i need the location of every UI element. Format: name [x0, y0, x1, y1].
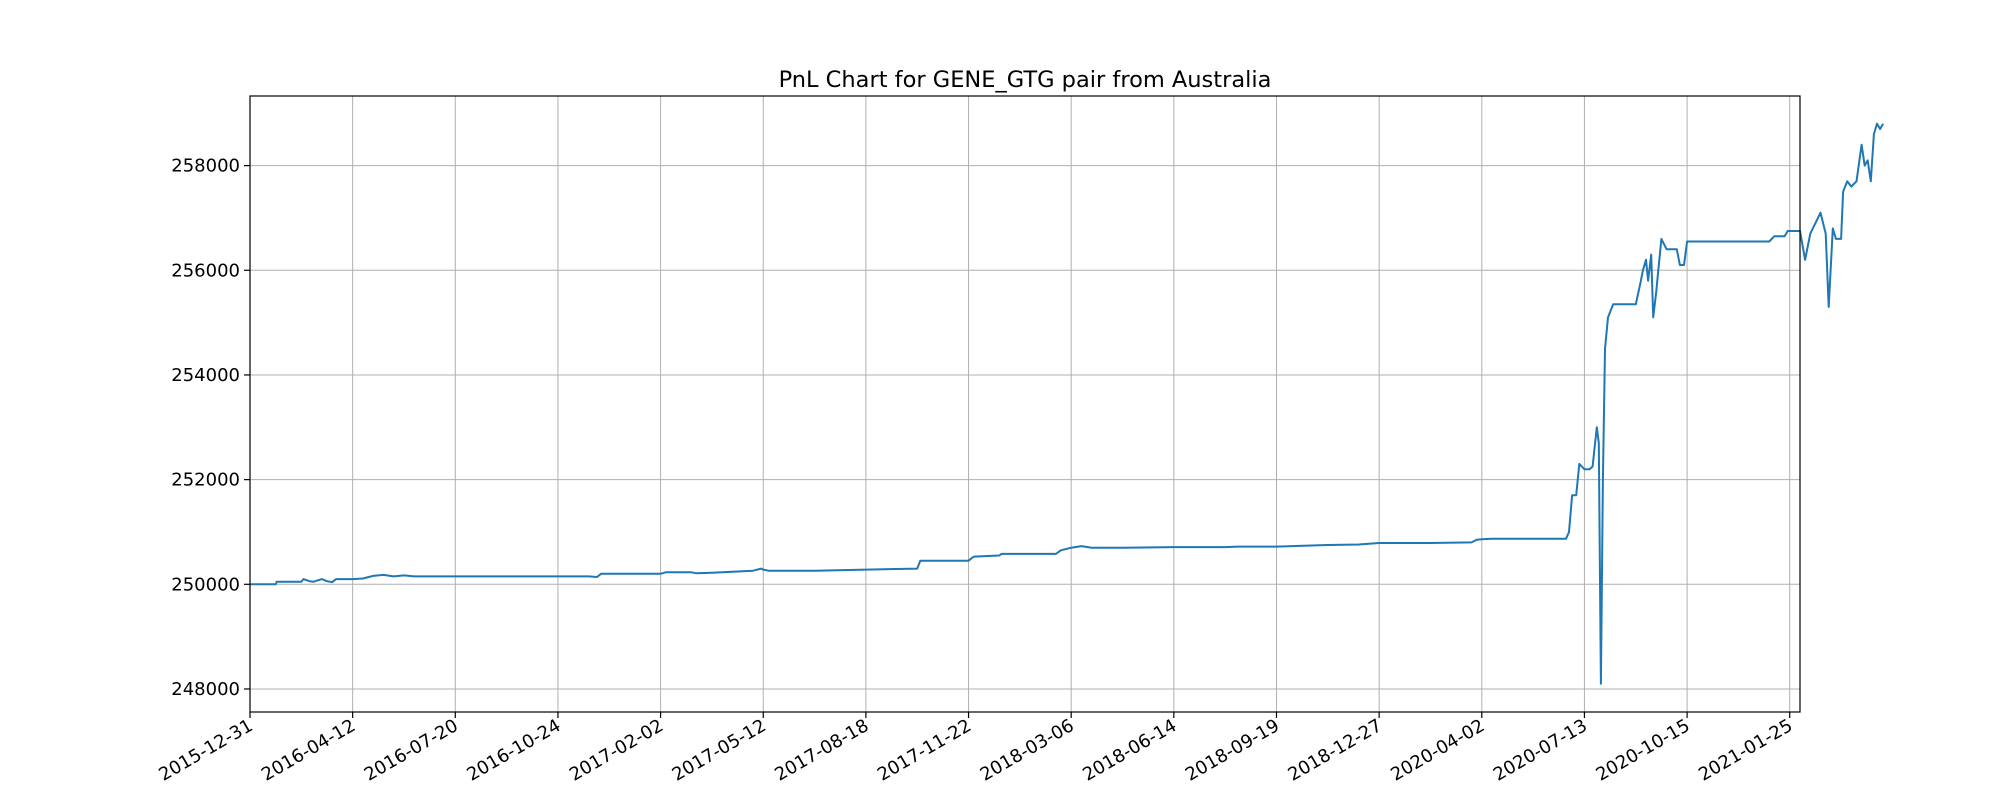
plot-frame — [249, 95, 1801, 713]
y-tick-label: 256000 — [171, 260, 240, 281]
y-tick-label: 252000 — [171, 470, 240, 491]
y-tick-label: 254000 — [171, 365, 240, 386]
y-tick-label: 250000 — [171, 574, 240, 595]
y-axis: 248000 250000 252000 254000 256000 258000 — [171, 156, 250, 700]
series-layer — [250, 122, 1884, 685]
pnl-series-line — [250, 122, 1884, 685]
chart-title: PnL Chart for GENE_GTG pair from Austral… — [779, 67, 1272, 93]
y-tick-label: 248000 — [171, 679, 240, 700]
grid-lines — [249, 96, 1800, 712]
plot-area — [250, 96, 1800, 712]
y-tick-label: 258000 — [171, 156, 240, 177]
